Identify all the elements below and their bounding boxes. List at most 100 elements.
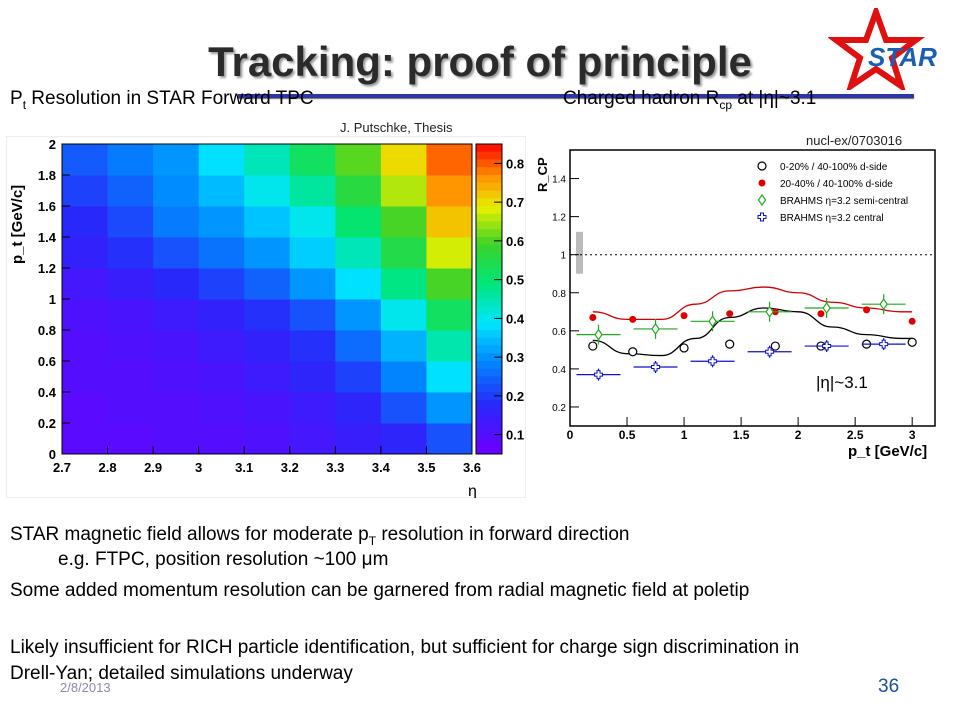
heatmap-cell <box>335 330 382 362</box>
colorbar-segment <box>476 206 502 215</box>
title-underline <box>238 94 914 98</box>
heatmap-cell <box>289 268 336 300</box>
heatmap-y-tick-label: 0.2 <box>38 416 56 431</box>
star-logo-icon <box>828 8 925 90</box>
colorbar-tick-label: 0.3 <box>506 350 524 365</box>
slide-title: Tracking: proof of principle <box>208 38 752 85</box>
colorbar-tick-label: 0.5 <box>506 273 524 288</box>
rcp-model-curve <box>592 286 913 321</box>
heatmap-cell <box>244 299 291 331</box>
heatmap-cell <box>153 361 200 393</box>
right-subtitle-sub: cp <box>719 97 733 112</box>
colorbar-segment <box>476 159 502 168</box>
heatmap-cell <box>380 423 427 455</box>
heatmap-cell <box>62 175 109 207</box>
bullet-4: Likely insufficient for RICH particle id… <box>10 637 800 658</box>
rcp-frame <box>569 149 936 427</box>
rcp-point-open-cross <box>708 356 718 366</box>
colorbar-segment <box>476 322 502 331</box>
legend-entry-label: 20-40% / 40-100% d-side <box>780 179 893 190</box>
rcp-point-open-circle <box>770 341 780 351</box>
colorbar-segment <box>476 198 502 207</box>
colorbar-segment <box>476 361 502 370</box>
left-subtitle-rest: Resolution in STAR Forward TPC <box>26 88 314 109</box>
colorbar-segment <box>476 260 502 269</box>
colorbar-segment <box>476 283 502 292</box>
rcp-y-tick-label: 1 <box>560 251 566 262</box>
heatmap-cell <box>380 206 427 238</box>
heatmap-x-tick-label: 2.9 <box>144 460 162 475</box>
rcp-point-filled-circle <box>817 310 825 318</box>
rcp-y-tick-label: 0.4 <box>552 365 566 376</box>
left-subtitle: Pt Resolution in STAR Forward TPC <box>10 88 314 112</box>
colorbar-segment <box>476 167 502 176</box>
colorbar-segment <box>476 175 502 184</box>
heatmap-cell <box>380 144 427 176</box>
colorbar-segment <box>476 314 502 323</box>
star-logo: STAR <box>828 8 937 90</box>
heatmap-cell <box>289 392 336 424</box>
colorbar-segment <box>476 252 502 261</box>
heatmap-cell <box>62 330 109 362</box>
star-logo-text: STAR <box>868 42 937 72</box>
heatmap-cell <box>244 330 291 362</box>
thesis-credit: J. Putschke, Thesis <box>340 120 453 135</box>
rcp-x-tick-label: 1.5 <box>733 428 750 442</box>
heatmap-x-tick-label: 3.5 <box>417 460 435 475</box>
colorbar-segment <box>476 407 502 416</box>
nucl-ref: nucl-ex/0703016 <box>806 133 903 148</box>
colorbar-tick-label: 0.1 <box>506 428 524 443</box>
heatmap-x-tick-label: 3.3 <box>326 460 344 475</box>
rcp-x-tick-label: 2.5 <box>847 428 864 442</box>
heatmap-cell <box>153 237 200 269</box>
heatmap-x-tick-label: 3.6 <box>463 460 481 475</box>
legend-entry-label: 0-20% / 40-100% d-side <box>780 162 888 173</box>
rcp-point-open-diamond <box>879 298 888 311</box>
rcp-point-open-diamond <box>765 305 774 318</box>
colorbar-frame <box>475 143 503 455</box>
heatmap-cell <box>335 237 382 269</box>
colorbar-segment <box>476 438 502 447</box>
heatmap-cell <box>289 423 336 455</box>
rcp-point-open-cross <box>879 339 889 349</box>
heatmap-cell <box>244 206 291 238</box>
legend-marker-open-circle <box>757 161 767 171</box>
heatmap-cell <box>107 423 154 455</box>
right-subtitle-rest: at |η|~3.1 <box>732 88 817 109</box>
rcp-x-tick-label: 1 <box>681 428 688 442</box>
colorbar-segment <box>476 291 502 300</box>
heatmap-cell <box>244 175 291 207</box>
colorbar-tick-label: 0.2 <box>506 389 524 404</box>
heatmap-cell <box>335 299 382 331</box>
colorbar-segment <box>476 144 502 153</box>
colorbar-segment <box>476 244 502 253</box>
heatmap-cell <box>426 237 473 269</box>
legend-entry-label: BRAHMS η=3.2 central <box>780 213 884 224</box>
bullet-3: Some added momentum resolution can be ga… <box>10 580 750 601</box>
rcp-y-tick-label: 1.4 <box>552 175 566 186</box>
heatmap-cell <box>289 237 336 269</box>
colorbar-segment <box>476 368 502 377</box>
heatmap-cell <box>426 175 473 207</box>
heatmap-x-tick-label: 3.4 <box>372 460 391 475</box>
heatmap-cell <box>198 299 245 331</box>
rcp-x-tick-label: 0 <box>567 428 574 442</box>
heatmap-cell <box>289 330 336 362</box>
rcp-eta-annotation: |η|~3.1 <box>816 373 868 392</box>
colorbar-segment <box>476 423 502 432</box>
heatmap-x-tick-label: 3.1 <box>235 460 253 475</box>
heatmap-cell <box>426 392 473 424</box>
rcp-point-open-cross <box>651 362 661 372</box>
colorbar-segment <box>476 345 502 354</box>
bullet-1: STAR magnetic field allows for moderate … <box>10 524 630 552</box>
rcp-model-curve <box>592 307 913 357</box>
rcp-y-tick-label: 0.6 <box>552 327 566 338</box>
bullet-1-pre: STAR magnetic field allows for moderate … <box>10 524 369 545</box>
colorbar-segment <box>476 430 502 439</box>
heatmap-x-tick-label: 3 <box>195 460 202 475</box>
heatmap-y-tick-label: 0 <box>49 447 56 462</box>
heatmap-cell <box>380 175 427 207</box>
pt-resolution-heatmap: 2.7 2.8 2.9 3 3.1 3.2 3.3 3.4 3.5 3.6 0 0.2 0.4 0.6 0… <box>6 136 526 498</box>
heatmap-y-tick-label: 0.4 <box>38 385 57 400</box>
heatmap-cell <box>335 144 382 176</box>
